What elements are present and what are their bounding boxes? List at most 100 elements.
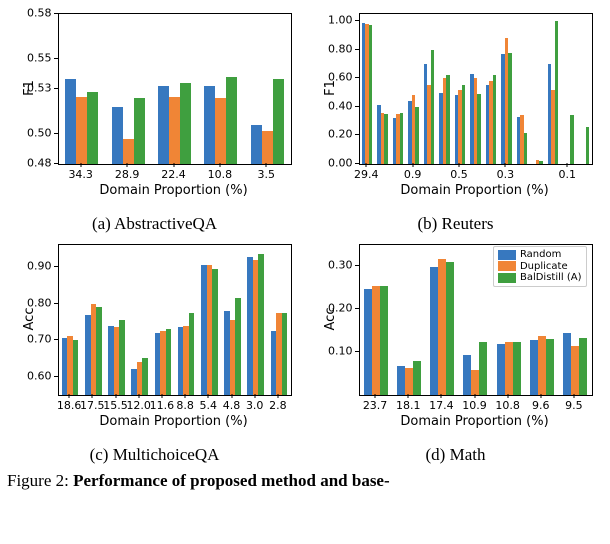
xtick-label: 22.4	[161, 168, 186, 181]
bar	[262, 131, 273, 164]
xtick-label: 10.8	[208, 168, 233, 181]
caption-text: Figure 2: Performance of proposed method…	[7, 471, 390, 490]
bar-group	[82, 304, 105, 395]
legend-row: Random	[498, 249, 582, 261]
legend-label: Random	[520, 249, 561, 261]
xtick-label: 3.0	[246, 399, 264, 412]
xtick-label: 10.8	[495, 399, 520, 412]
bar-group	[175, 313, 198, 395]
bar	[497, 344, 505, 395]
bar-group	[244, 254, 267, 395]
ytick-label: 0.10	[311, 345, 353, 358]
bar	[505, 342, 513, 395]
bar	[524, 133, 528, 164]
bar	[119, 320, 125, 395]
bar	[430, 267, 438, 395]
ytick-label: 0.60	[10, 369, 52, 382]
bar-group	[267, 313, 290, 395]
xtick-label: 29.4	[354, 168, 379, 181]
bar-group	[128, 358, 151, 395]
bar	[180, 83, 191, 164]
bar	[555, 21, 559, 164]
bar-group	[483, 75, 498, 164]
bar	[579, 338, 587, 395]
bar-group	[406, 95, 421, 164]
xtick-label: 18.6	[57, 399, 82, 412]
bar	[431, 50, 435, 164]
legend-label: Duplicate	[520, 261, 568, 273]
bar	[273, 79, 284, 165]
xtick-label: 5.4	[200, 399, 218, 412]
bar	[513, 342, 521, 395]
bar-group	[360, 23, 375, 164]
xtick-label: 8.8	[176, 399, 194, 412]
bar	[508, 53, 512, 164]
ylabel: Acc	[323, 308, 338, 331]
bar	[384, 114, 388, 164]
ytick-label: 0.55	[10, 52, 52, 65]
bar	[570, 115, 574, 164]
subcaption-d: (d) Math	[426, 445, 486, 465]
xtick-label: 34.3	[68, 168, 93, 181]
bar	[372, 286, 380, 395]
bar	[563, 333, 571, 395]
xtick-label: 11.6	[150, 399, 175, 412]
panel-a: 0.480.500.530.550.5834.328.922.410.83.5D…	[5, 5, 304, 234]
bar-group	[59, 336, 82, 395]
bar	[538, 336, 546, 395]
bar	[87, 92, 98, 164]
ytick-label: 0.58	[10, 7, 52, 20]
bar	[364, 289, 372, 395]
bar-group	[375, 105, 390, 164]
bar	[134, 98, 145, 164]
xtick-label: 28.9	[115, 168, 140, 181]
xtick-label: 18.1	[396, 399, 421, 412]
bar-group	[198, 265, 221, 395]
bar-group	[421, 50, 436, 164]
figure-grid: 0.480.500.530.550.5834.328.922.410.83.5D…	[5, 5, 605, 465]
bar	[477, 94, 481, 164]
bar	[282, 313, 288, 395]
xtick-label: 4.8	[223, 399, 241, 412]
bar	[438, 259, 446, 395]
xtick-label: 0.1	[559, 168, 577, 181]
bar	[96, 307, 102, 395]
bar	[158, 86, 169, 164]
ytick-label: 0.00	[311, 157, 353, 170]
ytick-label: 0.20	[311, 128, 353, 141]
xlabel: Domain Proportion (%)	[400, 414, 548, 429]
bar-group	[59, 79, 105, 165]
bar	[142, 358, 148, 395]
xtick-label: 3.5	[258, 168, 276, 181]
bar-group	[360, 286, 393, 395]
bar-group	[468, 74, 483, 164]
bar	[258, 254, 264, 395]
xlabel: Domain Proportion (%)	[400, 183, 548, 198]
bar	[463, 355, 471, 395]
xtick-label: 2.8	[269, 399, 287, 412]
bar-group	[426, 259, 459, 395]
bar-group	[221, 298, 244, 395]
bar	[123, 139, 134, 165]
xtick-label: 23.7	[363, 399, 388, 412]
subcaption-b: (b) Reuters	[417, 214, 493, 234]
ytick-label: 1.00	[311, 14, 353, 27]
bar	[446, 75, 450, 164]
legend-label: BalDistill (A)	[520, 272, 582, 284]
bar-group	[492, 342, 525, 395]
xtick-label: 0.5	[450, 168, 468, 181]
bar-group	[105, 320, 128, 395]
bar-group	[576, 127, 591, 164]
xtick-label: 9.6	[532, 399, 550, 412]
legend-row: Duplicate	[498, 261, 582, 273]
chart-multichoiceqa: 0.600.700.800.9018.617.515.512.011.68.85…	[10, 236, 300, 441]
plot-area	[58, 244, 292, 396]
bar-group	[151, 83, 197, 164]
legend-swatch	[498, 273, 516, 283]
bar	[479, 342, 487, 395]
bar	[65, 79, 76, 165]
bar	[462, 85, 466, 164]
xtick-label: 10.9	[462, 399, 487, 412]
legend-row: BalDistill (A)	[498, 272, 582, 284]
bar	[76, 97, 87, 165]
